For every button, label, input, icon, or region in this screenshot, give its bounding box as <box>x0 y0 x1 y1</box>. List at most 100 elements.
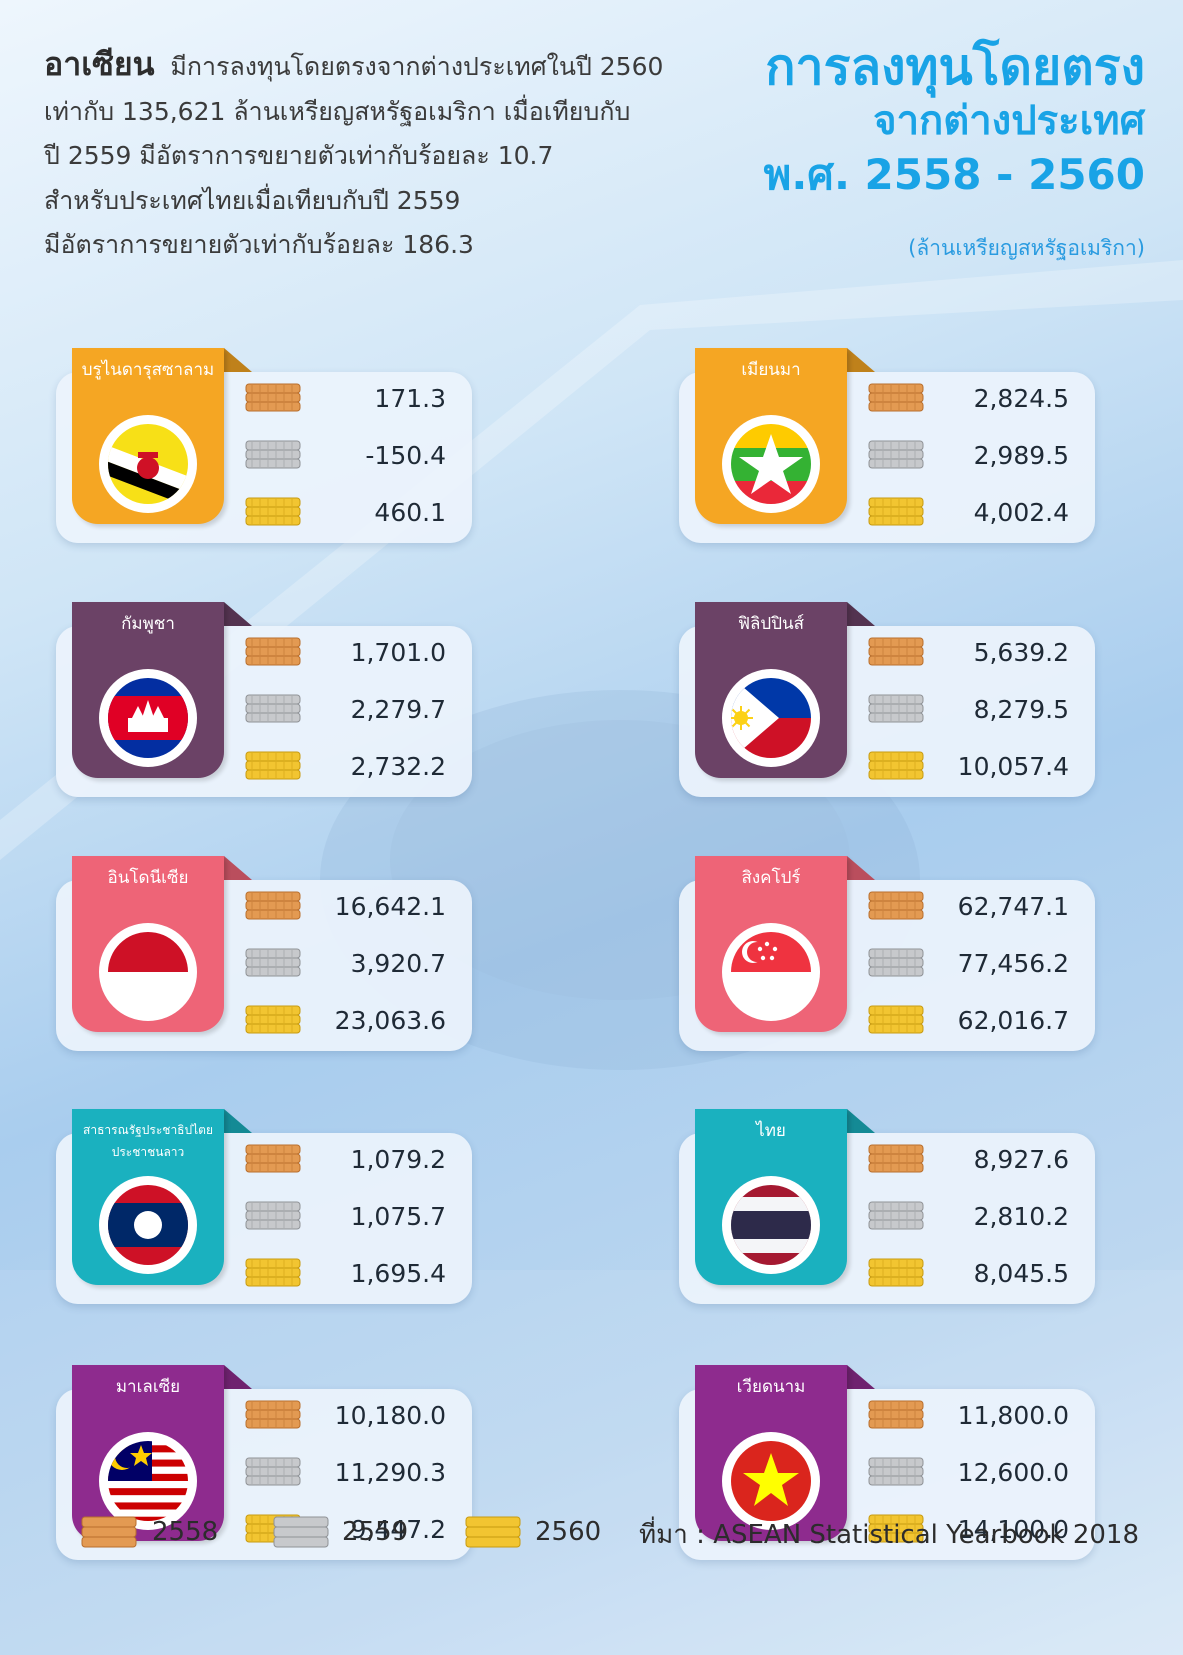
tab-fold <box>224 856 252 880</box>
country-tab: เมียนมา <box>695 348 847 524</box>
tab-fold <box>224 602 252 626</box>
legend-label-2558: 2558 <box>152 1517 219 1547</box>
value-2558: 16,642.1 <box>334 892 446 921</box>
thailand-flag-icon <box>722 1176 820 1274</box>
value-2559: -150.4 <box>365 441 446 470</box>
value-2559: 3,920.7 <box>350 949 446 978</box>
value-2560: 9,447.2 <box>350 1515 446 1544</box>
value-2560: 14,100.0 <box>957 1515 1069 1544</box>
value-2558: 1,079.2 <box>350 1145 446 1174</box>
country-name: อินโดนีเซีย <box>107 868 189 888</box>
coins-gold-icon <box>245 497 301 526</box>
value-2559: 1,075.7 <box>350 1202 446 1231</box>
country-name: เวียดนาม <box>736 1377 806 1397</box>
country-name: มาเลเซีย <box>115 1377 181 1397</box>
tab-fold <box>847 856 875 880</box>
country-tab: อินโดนีเซีย <box>72 856 224 1032</box>
coins-silver-icon <box>245 694 301 723</box>
value-2558: 5,639.2 <box>973 638 1069 667</box>
value-2558: 8,927.6 <box>973 1145 1069 1174</box>
coins-bronze-icon <box>245 1144 301 1173</box>
indonesia-flag-icon <box>99 923 197 1021</box>
country-name: บรูไนดารุสซาลาม <box>81 360 215 380</box>
tab-fold <box>224 1109 252 1133</box>
unit-label: (ล้านเหรียญสหรัฐอเมริกา) <box>908 236 1145 260</box>
title-line-1: การลงทุนโดยตรง <box>765 38 1145 96</box>
value-2558: 62,747.1 <box>957 892 1069 921</box>
tab-fold <box>847 602 875 626</box>
myanmar-flag-icon <box>722 415 820 513</box>
title-line-2: จากต่างประเทศ <box>873 98 1145 144</box>
country-tab: กัมพูชา <box>72 602 224 778</box>
intro-line-5: มีอัตราการขยายตัวเท่ากับร้อยละ 186.3 <box>44 230 474 259</box>
tab-fold <box>847 1365 875 1389</box>
coins-silver-icon <box>868 694 924 723</box>
value-2560: 2,732.2 <box>350 752 446 781</box>
singapore-flag-icon <box>722 923 820 1021</box>
intro-line-4: สำหรับประเทศไทยเมื่อเทียบกับปี 2559 <box>44 185 461 215</box>
coins-bronze-icon <box>868 1144 924 1173</box>
coins-silver-icon <box>868 1457 924 1486</box>
value-2560: 4,002.4 <box>973 498 1069 527</box>
coins-bronze-icon <box>868 383 924 412</box>
coins-gold-icon <box>868 1005 924 1034</box>
value-2558: 171.3 <box>374 384 446 413</box>
philippines-flag-icon <box>722 669 820 767</box>
tab-fold <box>224 1365 252 1389</box>
tab-fold <box>847 348 875 372</box>
tab-fold <box>847 1109 875 1133</box>
value-2560: 62,016.7 <box>957 1006 1069 1035</box>
coins-silver-icon <box>245 1201 301 1230</box>
country-tab: มาเลเซีย <box>72 1365 224 1541</box>
country-name-line-2: ประชาชนลาว <box>111 1145 185 1159</box>
value-2559: 12,600.0 <box>957 1458 1069 1487</box>
value-2560: 23,063.6 <box>334 1006 446 1035</box>
source-note: ที่มา : ASEAN Statistical Yearbook 2018 <box>639 1520 1139 1550</box>
value-2558: 11,800.0 <box>957 1401 1069 1430</box>
coins-gold-icon <box>868 751 924 780</box>
value-2560: 10,057.4 <box>957 752 1069 781</box>
value-2559: 77,456.2 <box>957 949 1069 978</box>
vietnam-flag-icon <box>722 1432 820 1530</box>
brunei-flag-icon <box>99 415 197 513</box>
coins-gold-icon <box>245 751 301 780</box>
value-2559: 8,279.5 <box>973 695 1069 724</box>
coins-bronze-icon <box>245 1400 301 1429</box>
coins-bronze-icon <box>245 637 301 666</box>
intro-line-2: เท่ากับ 135,621 ล้านเหรียญสหรัฐอเมริกา เ… <box>44 96 631 126</box>
coins-silver-icon <box>245 1457 301 1486</box>
tab-fold <box>224 348 252 372</box>
value-2558: 2,824.5 <box>973 384 1069 413</box>
country-name: ไทย <box>756 1121 786 1141</box>
value-2558: 10,180.0 <box>334 1401 446 1430</box>
coins-silver-icon <box>868 440 924 469</box>
country-tab: ไทย <box>695 1109 847 1285</box>
coins-bronze-icon <box>868 1400 924 1429</box>
value-2558: 1,701.0 <box>350 638 446 667</box>
country-name: ฟิลิปปินส์ <box>737 614 805 634</box>
value-2560: 1,695.4 <box>350 1259 446 1288</box>
coins-silver-icon <box>245 948 301 977</box>
coins-bronze-icon <box>245 891 301 920</box>
coins-bronze-icon <box>868 637 924 666</box>
country-name: กัมพูชา <box>121 614 175 634</box>
country-tab: สาธารณรัฐประชาธิปไตยประชาชนลาว <box>72 1109 224 1285</box>
infographic-title: การลงทุนโดยตรง จากต่างประเทศ พ.ศ. 2558 -… <box>764 38 1145 204</box>
intro-lead: อาเซียน <box>44 45 155 83</box>
country-name: สาธารณรัฐประชาธิปไตย <box>83 1123 213 1137</box>
coins-silver-icon <box>868 1201 924 1230</box>
country-tab: สิงคโปร์ <box>695 856 847 1032</box>
value-2559: 2,989.5 <box>973 441 1069 470</box>
value-2560: 8,045.5 <box>973 1259 1069 1288</box>
intro-line-3: ปี 2559 มีอัตราการขยายตัวเท่ากับร้อยละ 1… <box>44 141 554 170</box>
legend-coins-silver-icon <box>273 1516 329 1548</box>
coins-gold-icon <box>868 497 924 526</box>
value-2559: 2,810.2 <box>973 1202 1069 1231</box>
coins-silver-icon <box>868 948 924 977</box>
country-tab: เวียดนาม <box>695 1365 847 1541</box>
coins-gold-icon <box>245 1005 301 1034</box>
title-line-3: พ.ศ. 2558 - 2560 <box>763 150 1145 199</box>
laos-flag-icon <box>99 1176 197 1274</box>
coins-gold-icon <box>868 1258 924 1287</box>
